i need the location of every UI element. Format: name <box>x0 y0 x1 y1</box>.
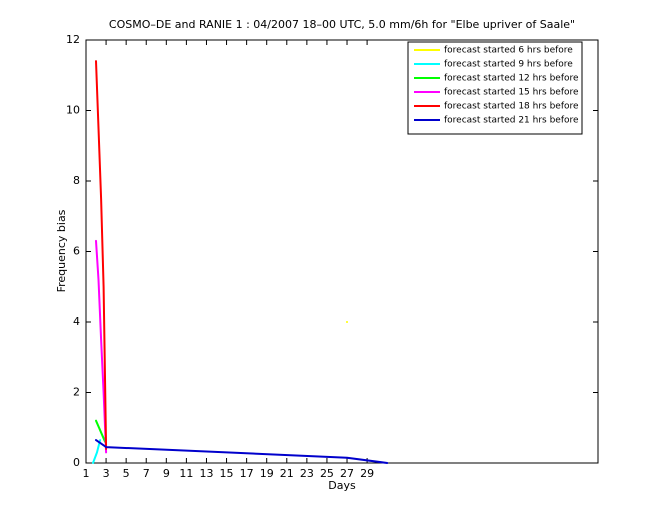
x-tick-label: 27 <box>340 467 354 480</box>
series-line <box>95 239 108 454</box>
y-tick-label: 8 <box>73 174 80 187</box>
legend-label: forecast started 21 hrs before <box>444 116 579 126</box>
series-line <box>95 419 107 443</box>
y-tick-label: 10 <box>66 104 80 117</box>
y-tick-label: 6 <box>73 245 80 258</box>
x-tick-label: 29 <box>360 467 374 480</box>
series-line <box>92 439 102 464</box>
legend-label: forecast started 18 hrs before <box>444 102 579 112</box>
x-tick-label: 15 <box>220 467 234 480</box>
x-tick-label: 17 <box>240 467 254 480</box>
legend-label: forecast started 12 hrs before <box>444 74 579 84</box>
x-tick-label: 21 <box>280 467 294 480</box>
x-tick-label: 25 <box>320 467 334 480</box>
chart-title: COSMO–DE and RANIE 1 : 04/2007 18–00 UTC… <box>109 18 575 31</box>
x-tick-label: 19 <box>260 467 274 480</box>
x-tick-label: 3 <box>103 467 110 480</box>
y-tick-label: 12 <box>66 33 80 46</box>
series-line <box>95 60 108 450</box>
x-tick-label: 1 <box>83 467 90 480</box>
x-tick-label: 11 <box>179 467 193 480</box>
legend-box <box>407 41 583 135</box>
y-tick-label: 0 <box>73 456 80 469</box>
legend-label: forecast started 15 hrs before <box>444 88 579 98</box>
series-line <box>95 439 389 464</box>
x-tick-label: 23 <box>300 467 314 480</box>
legend-label: forecast started 6 hrs before <box>444 46 573 56</box>
x-tick-label: 9 <box>163 467 170 480</box>
x-tick-label: 7 <box>143 467 150 480</box>
y-axis-label: Frequency bias <box>55 209 68 292</box>
legend-label: forecast started 9 hrs before <box>444 60 573 70</box>
y-tick-label: 2 <box>73 386 80 399</box>
x-axis-label: Days <box>328 479 356 492</box>
x-tick-label: 5 <box>123 467 130 480</box>
y-tick-label: 4 <box>73 315 80 328</box>
x-tick-label: 13 <box>199 467 213 480</box>
